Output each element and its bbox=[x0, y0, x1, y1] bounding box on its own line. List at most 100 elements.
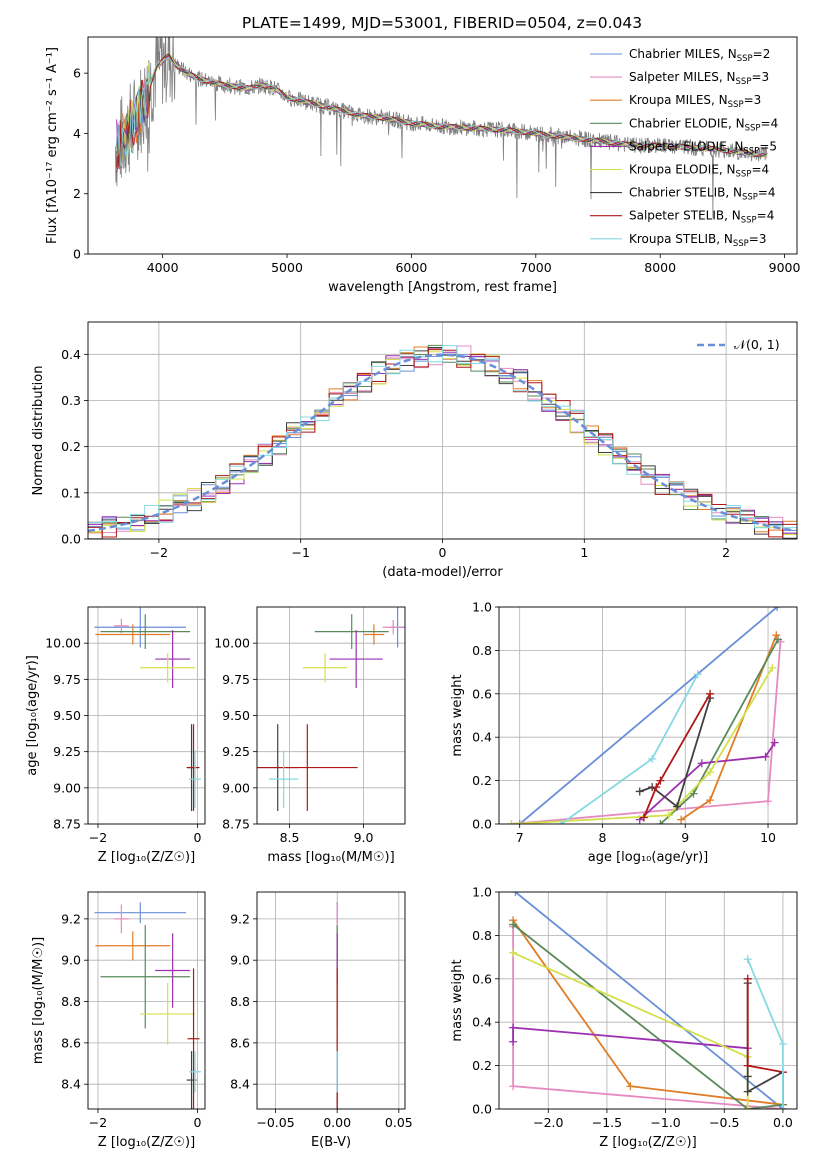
y-axis-label: age [log₁₀(age/yr)] bbox=[25, 655, 40, 776]
weight-marker bbox=[656, 820, 665, 824]
x-tick-label: −2 bbox=[150, 545, 168, 560]
error-point bbox=[329, 630, 383, 689]
y-tick-label: 8.8 bbox=[61, 994, 81, 1009]
x-tick-label: 8000 bbox=[644, 260, 676, 275]
y-tick-label: 9.25 bbox=[53, 744, 81, 759]
weight-marker bbox=[509, 948, 518, 957]
weight-marker bbox=[772, 631, 781, 640]
weight-marker bbox=[773, 635, 782, 644]
plot-area bbox=[257, 607, 405, 811]
axes: −2 0 8.75 9.00 9.25 9.50 9.75 10.00 Z [log₁₀(Z/Z… bbox=[25, 606, 206, 865]
error-point bbox=[95, 931, 171, 961]
panel-age-vs-mass: 8.5 9.0 8.75 9.00 9.25 9.50 9.75 10.00 mass [log… bbox=[214, 606, 406, 865]
weight-marker bbox=[515, 820, 524, 824]
y-tick-label: 0.0 bbox=[61, 532, 81, 547]
y-axis-label: Flux [fλ10⁻¹⁷ erg cm⁻² s⁻¹ A⁻¹] bbox=[45, 47, 60, 244]
weight-marker bbox=[672, 802, 681, 811]
weight-marker bbox=[761, 752, 770, 761]
x-tick-label: 8 bbox=[598, 830, 606, 845]
axes: −2.0 −1.5 −1.0 −0.5 0.0 0.0 0.2 0.4 0.6 0.8 1.0 Z [… bbox=[450, 885, 798, 1150]
weight-marker bbox=[509, 1023, 518, 1032]
y-tick-label: 9.25 bbox=[222, 744, 250, 759]
weight-marker bbox=[773, 607, 782, 611]
grid bbox=[88, 607, 205, 825]
y-tick-label: 0.4 bbox=[61, 347, 81, 362]
x-tick-label: −1.5 bbox=[592, 1115, 622, 1130]
panel-weight-vs-age: 7 8 9 10 0.0 0.2 0.4 0.6 0.8 1.0 age [log₁₀(age/yr… bbox=[450, 600, 798, 865]
y-tick-label: 0.2 bbox=[472, 773, 492, 788]
y-tick-label: 10.00 bbox=[214, 636, 250, 651]
weight-marker bbox=[693, 670, 702, 679]
y-tick-label: 2 bbox=[73, 186, 81, 201]
x-tick-label: 9000 bbox=[769, 260, 801, 275]
x-tick-label: 9.0 bbox=[354, 830, 374, 845]
weight-marker bbox=[511, 892, 520, 896]
y-tick-label: 0.3 bbox=[61, 393, 81, 408]
plot-area bbox=[509, 892, 787, 1109]
weight-marker bbox=[743, 1072, 752, 1081]
error-point bbox=[382, 620, 404, 635]
x-tick-label: 4000 bbox=[147, 260, 179, 275]
weight-marker bbox=[656, 776, 665, 785]
x-tick-label: 9 bbox=[681, 830, 689, 845]
weight-line bbox=[514, 892, 784, 1109]
weight-marker bbox=[706, 767, 715, 776]
x-tick-label: −1 bbox=[291, 545, 309, 560]
axes-frame bbox=[87, 606, 206, 825]
y-tick-label: 0.4 bbox=[472, 1015, 492, 1030]
error-point bbox=[302, 653, 348, 683]
error-point bbox=[314, 614, 389, 649]
model-line bbox=[116, 52, 768, 174]
error-point bbox=[257, 724, 358, 811]
x-tick-label: 1 bbox=[580, 545, 588, 560]
weight-marker bbox=[509, 1082, 518, 1091]
error-point bbox=[187, 968, 200, 1109]
weight-marker bbox=[743, 955, 752, 964]
y-tick-label: 0.0 bbox=[472, 817, 492, 832]
y-tick-label: 0 bbox=[73, 247, 81, 262]
y-tick-label: 9.00 bbox=[53, 780, 81, 795]
panel-weight-vs-Z: −2.0 −1.5 −1.0 −0.5 0.0 0.0 0.2 0.4 0.6 0.8 1.0 Z [… bbox=[450, 885, 798, 1150]
x-tick-label: −2 bbox=[89, 1115, 107, 1130]
y-tick-label: 0.8 bbox=[472, 928, 492, 943]
legend-label: Salpeter STELIB, NSSP=4 bbox=[629, 209, 774, 226]
error-point bbox=[113, 904, 129, 934]
y-tick-label: 9.0 bbox=[61, 953, 81, 968]
grid bbox=[257, 892, 405, 1109]
plot-area bbox=[115, 37, 768, 218]
x-tick-label: −2 bbox=[89, 830, 107, 845]
weight-line bbox=[659, 639, 779, 824]
legend-label: Salpeter MILES, NSSP=3 bbox=[629, 70, 769, 87]
x-tick-label: 7000 bbox=[520, 260, 552, 275]
y-tick-label: 4 bbox=[73, 126, 81, 141]
axes-frame bbox=[498, 606, 798, 825]
weight-marker bbox=[743, 974, 752, 983]
panel-spectrum: 4000 5000 6000 7000 8000 9000 0 2 4 6 wavelength [… bbox=[45, 36, 801, 295]
weight-marker bbox=[778, 1039, 787, 1048]
x-axis-label: Z [log₁₀(Z/Z☉)] bbox=[98, 1135, 195, 1150]
weight-line bbox=[643, 693, 711, 818]
x-tick-label: 0 bbox=[194, 830, 202, 845]
x-tick-label: 5000 bbox=[271, 260, 303, 275]
panel-age-vs-Z: −2 0 8.75 9.00 9.25 9.50 9.75 10.00 Z [log₁₀(Z/Z… bbox=[25, 606, 206, 865]
plot-area bbox=[94, 607, 202, 811]
y-tick-label: 9.00 bbox=[222, 780, 250, 795]
y-axis-label: Normed distribution bbox=[31, 366, 46, 496]
legend-label: Kroupa MILES, NSSP=3 bbox=[629, 93, 761, 110]
weight-marker bbox=[706, 796, 715, 805]
y-tick-label: 8.8 bbox=[230, 994, 250, 1009]
x-axis-label: wavelength [Angstrom, rest frame] bbox=[328, 280, 557, 295]
y-tick-label: 8.6 bbox=[230, 1035, 250, 1050]
x-tick-label: 0.00 bbox=[323, 1115, 351, 1130]
weight-line bbox=[746, 958, 784, 1109]
weight-line bbox=[639, 742, 776, 821]
weight-marker bbox=[509, 1037, 518, 1046]
y-tick-label: 9.0 bbox=[230, 953, 250, 968]
weight-marker bbox=[770, 738, 779, 747]
model-line bbox=[116, 55, 768, 170]
y-tick-label: 0.0 bbox=[472, 1102, 492, 1117]
y-axis-label: mass weight bbox=[450, 674, 465, 756]
legend-label: Kroupa ELODIE, NSSP=4 bbox=[629, 163, 769, 180]
legend-label: Chabrier MILES, NSSP=2 bbox=[629, 47, 770, 64]
weight-marker bbox=[557, 820, 566, 824]
